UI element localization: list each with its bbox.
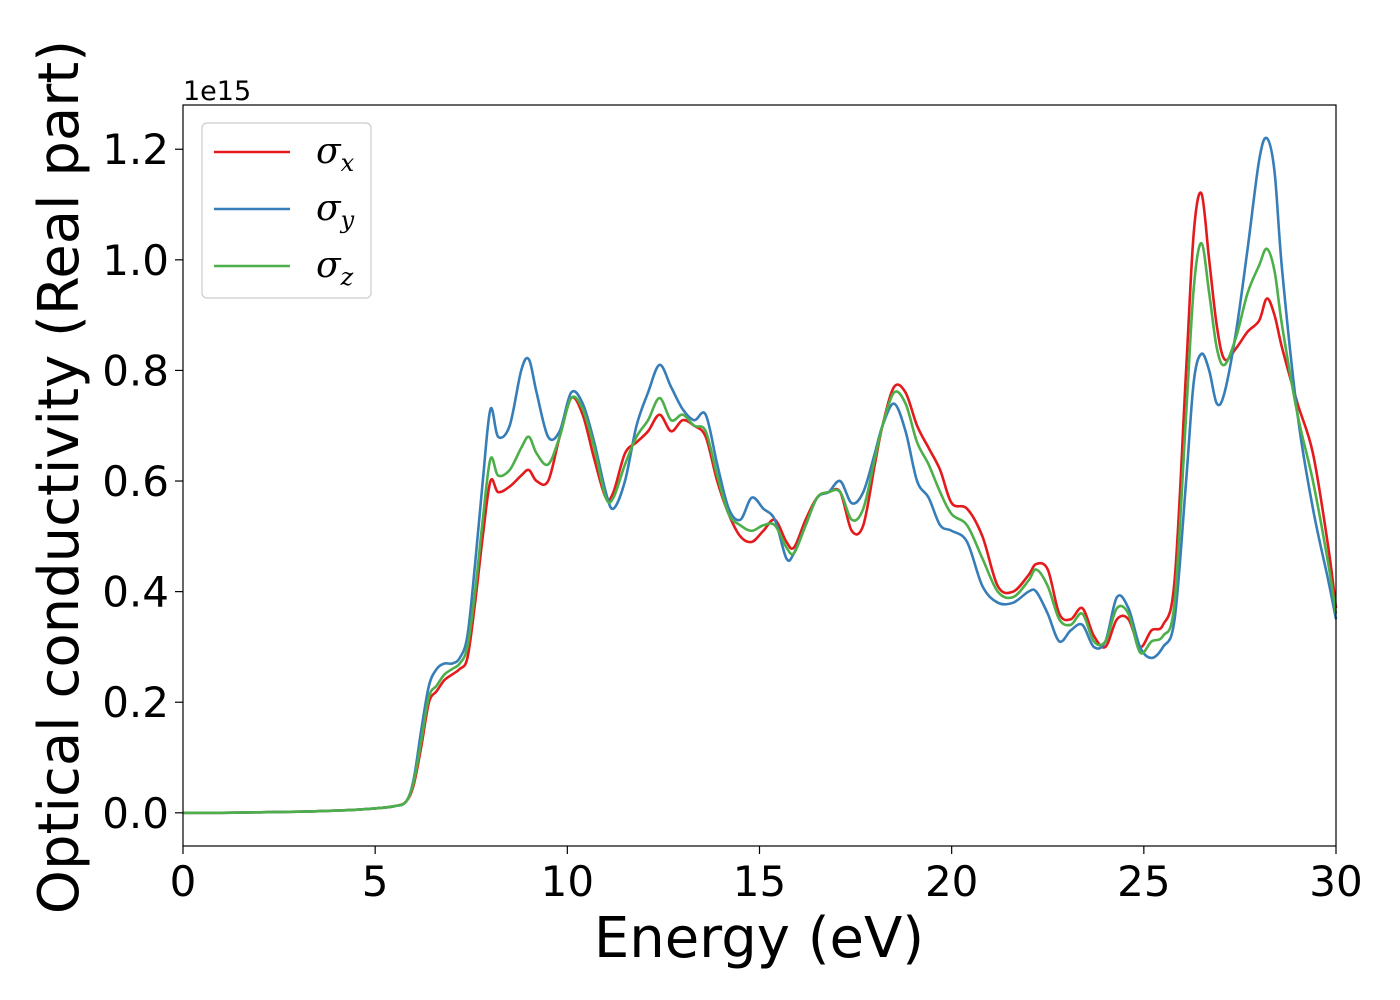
y-tick-label: 1.2 — [102, 125, 169, 174]
y-tick-label: 1.0 — [102, 236, 169, 285]
x-tick-label: 25 — [1117, 857, 1170, 906]
legend-label-x: σx — [316, 131, 355, 177]
x-tick-label: 20 — [925, 857, 978, 906]
series-layer — [182, 136, 1338, 815]
x-tick-label: 5 — [362, 857, 389, 906]
legend-label-y: σy — [316, 188, 355, 234]
y-offset-text: 1e15 — [183, 76, 251, 107]
x-tick-label: 0 — [170, 857, 197, 906]
y-tick-label: 0.4 — [102, 568, 169, 617]
y-axis-ticks: 0.0 0.2 0.4 0.6 0.8 1.0 1.2 — [102, 125, 183, 838]
legend: σx σy σz — [201, 122, 372, 299]
y-tick-label: 0.0 — [102, 789, 169, 838]
y-tick-label: 0.6 — [102, 457, 169, 506]
y-axis-label: Optical conductivity (Real part) — [27, 40, 92, 914]
y-tick-label: 0.8 — [102, 346, 169, 395]
legend-box — [201, 122, 372, 299]
x-tick-label: 10 — [541, 857, 594, 906]
series-line-z — [182, 241, 1338, 815]
x-tick-label: 30 — [1309, 857, 1362, 906]
x-axis-label: Energy (eV) — [594, 906, 924, 971]
x-axis-ticks: 0 5 10 15 20 25 30 — [170, 846, 1363, 906]
legend-label-z: σz — [316, 245, 354, 291]
x-tick-label: 15 — [733, 857, 786, 906]
y-tick-label: 0.2 — [102, 678, 169, 727]
